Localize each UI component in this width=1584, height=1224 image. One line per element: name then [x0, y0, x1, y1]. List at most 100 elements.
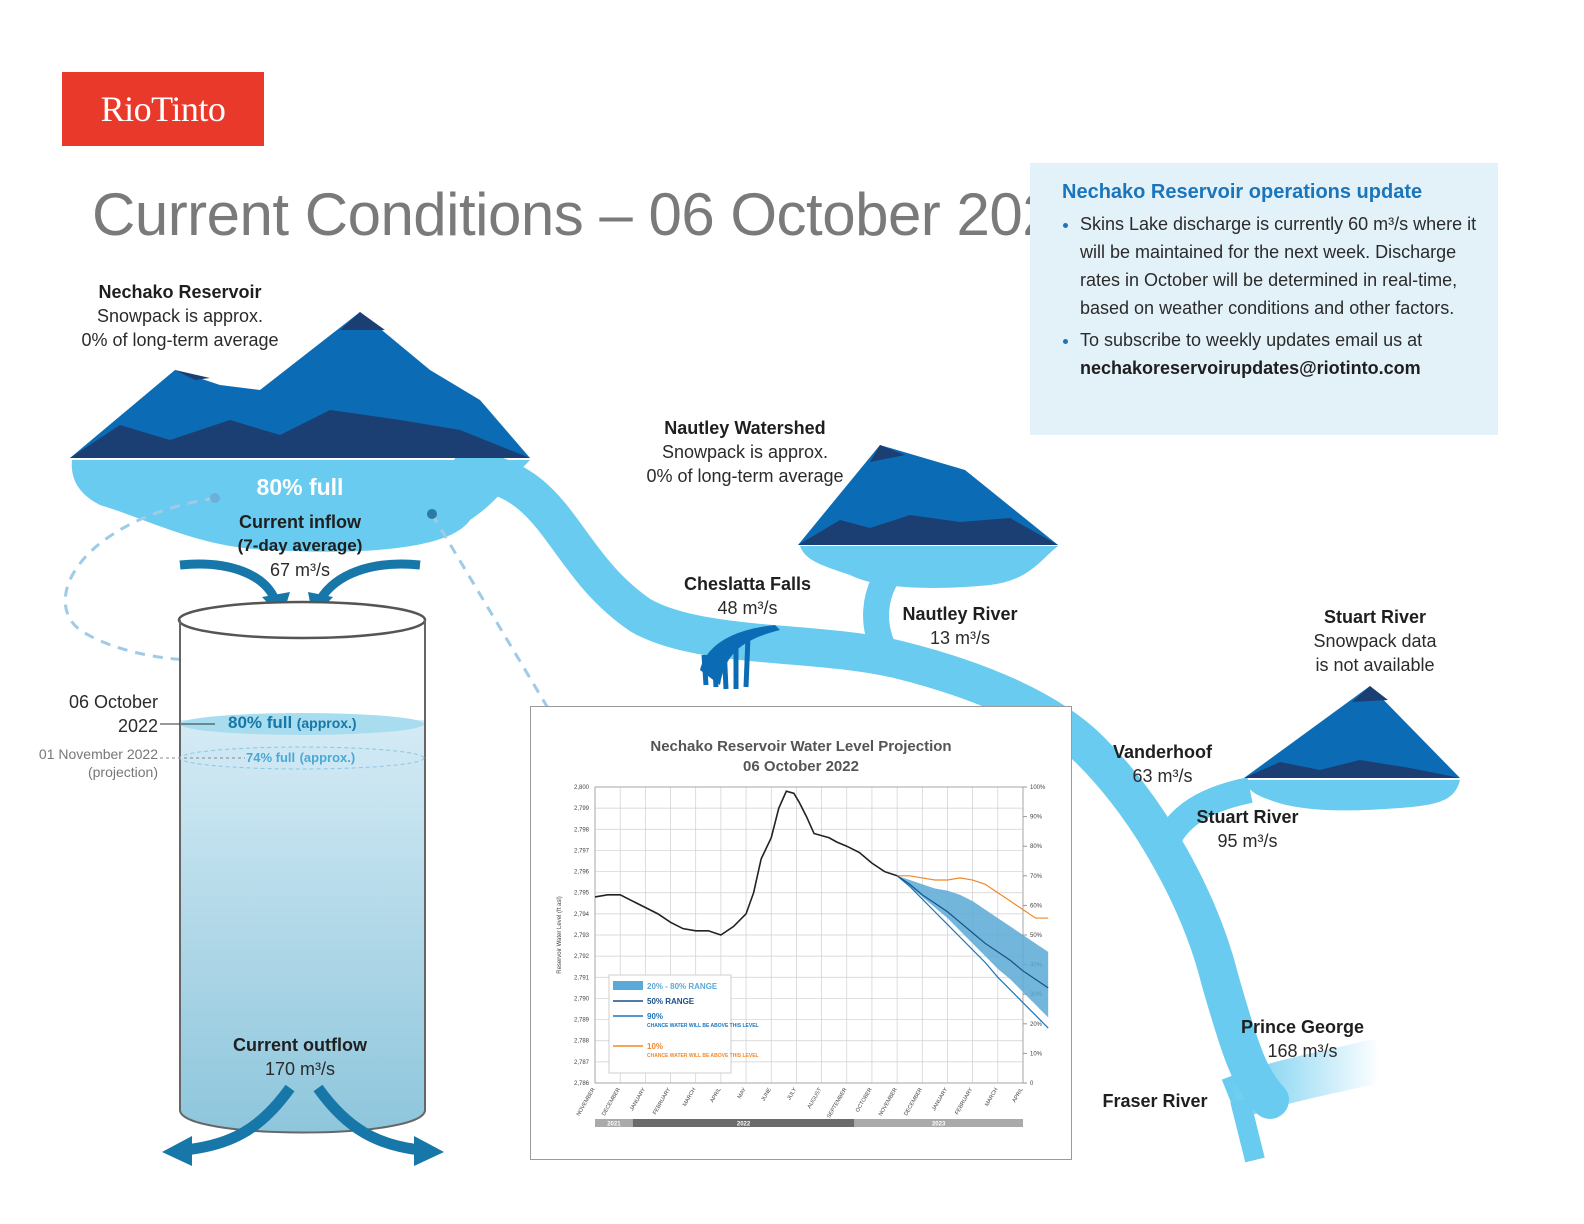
month-tick-label: JANUARY: [931, 1087, 949, 1112]
y-tick-label: 2,795: [574, 891, 590, 897]
series-50-percent: [896, 875, 1049, 989]
month-tick-label: FEBRUARY: [954, 1087, 974, 1116]
month-tick-label: DECEMBER: [903, 1087, 924, 1117]
y2-tick-label: 20%: [1030, 1022, 1043, 1028]
stuart-river-flow-label: Stuart River 95 m³/s: [1196, 807, 1299, 851]
y2-tick-label: 80%: [1030, 844, 1043, 850]
update-bullet-discharge: Skins Lake discharge is currently 60 m³/…: [1080, 210, 1478, 322]
y-tick-label: 2,796: [574, 870, 590, 876]
reservoir-tank: [177, 600, 427, 1134]
legend-median-label: 50% RANGE: [647, 997, 695, 1006]
month-tick-label: AUGUST: [807, 1086, 824, 1109]
year-label: 2021: [607, 1122, 621, 1128]
page-title: Current Conditions – 06 October 2022: [92, 181, 1088, 248]
water-level-chart: Nechako Reservoir Water Level Projection…: [530, 706, 1072, 1160]
inflow-arrow-right: [316, 559, 421, 603]
y2-tick-label: 10%: [1030, 1051, 1043, 1057]
stuart-mountain: [1244, 686, 1460, 778]
series-10-percent: [897, 875, 1049, 919]
legend-p10-label: 10%: [647, 1042, 663, 1051]
legend-range-swatch: [613, 981, 643, 990]
nautley-watershed-label: Nautley Watershed Snowpack is approx. 0%…: [646, 418, 844, 486]
year-bar-2021: [595, 1119, 633, 1127]
prince-george-tributary: [1221, 1038, 1386, 1121]
outflow-arrow-right: [313, 1084, 421, 1156]
update-bullet-subscribe: To subscribe to weekly updates email us …: [1080, 326, 1478, 382]
chart-title: Nechako Reservoir Water Level Projection…: [650, 738, 952, 775]
series-90-percent: [896, 875, 1049, 1029]
outflow-arrow-left: [184, 1084, 295, 1156]
y-tick-label: 2,798: [574, 827, 590, 833]
y-tick-label: 2,791: [574, 975, 590, 981]
month-tick-label: APRIL: [1012, 1087, 1025, 1104]
y-tick-label: 2,790: [574, 996, 590, 1002]
nautley-river-label: Nautley River 13 m³/s: [902, 604, 1018, 648]
year-bar-2022: [632, 1119, 855, 1127]
month-tick-label: JUNE: [761, 1087, 774, 1103]
legend-box: [608, 974, 732, 1074]
y2-tick-label: 100%: [1030, 785, 1046, 791]
current-outflow-label: Current outflow 170 m³/s: [233, 1035, 367, 1079]
nautley-lake: [800, 546, 1058, 588]
legend-p10-note: CHANCE WATER WILL BE ABOVE THIS LEVEL: [647, 1053, 759, 1059]
chart-canvas: 2,786 2,787 2,788 2,789 2,790 2,791 2,792 2,793…: [557, 785, 1049, 1128]
y-tick-label: 2,793: [574, 933, 590, 939]
subscribe-email-link[interactable]: nechakoreservoirupdates@riotinto.com: [1080, 358, 1421, 378]
month-tick-label: MAY: [737, 1087, 748, 1100]
y2-tick-label: 60%: [1030, 903, 1043, 909]
y2-tick-label: 70%: [1030, 874, 1043, 880]
month-tick-label: NOVEMBER: [878, 1087, 899, 1117]
y-tick-label: 2,786: [574, 1081, 590, 1087]
series-range-band: [897, 875, 1049, 1018]
prince-george-label: Prince George 168 m³/s: [1240, 1017, 1365, 1061]
cheslatta-falls-label: Cheslatta Falls 48 m³/s: [683, 574, 812, 618]
projection-level-label: 74% full (approx.): [246, 750, 356, 765]
y-axis-label: Reservoir Water Level (ft asl): [557, 896, 563, 973]
month-tick-label: MARCH: [682, 1087, 697, 1107]
reservoir-mountains: [70, 312, 530, 458]
stuart-river-snowpack-label: Stuart River Snowpack data is not availa…: [1313, 607, 1437, 675]
projection-date-label: 01 November 2022 (projection): [38, 746, 158, 780]
year-bar-2023: [854, 1119, 1023, 1127]
reservoir-full-label: 80% full: [256, 474, 344, 500]
month-tick-label: APRIL: [709, 1087, 722, 1104]
rio-tinto-logo: RioTinto: [62, 72, 264, 146]
update-heading: Nechako Reservoir operations update: [1062, 181, 1423, 203]
month-tick-label: OCTOBER: [855, 1087, 874, 1113]
series-observed: [594, 790, 898, 936]
cheslatta-falls-icon: [700, 625, 780, 690]
legend-p90-label: 90%: [647, 1012, 663, 1021]
stuart-river-branch: [1147, 777, 1253, 864]
operations-update-box: Nechako Reservoir operations update Skin…: [1030, 163, 1498, 435]
y-tick-label: 2,799: [574, 806, 590, 812]
connector-reservoir-tank: [63, 496, 216, 662]
vanderhoof-label: Vanderhoof 63 m³/s: [1112, 742, 1212, 786]
y-tick-label: 2,792: [574, 954, 590, 960]
y-tick-label: 2,788: [574, 1039, 590, 1045]
month-tick-label: SEPTEMBER: [826, 1087, 848, 1119]
month-tick-label: MARCH: [984, 1087, 999, 1107]
month-tick-label: JULY: [786, 1087, 798, 1102]
month-tick-label: JANUARY: [629, 1087, 647, 1112]
current-level-label: 80% full (approx.): [228, 713, 357, 732]
y2-tick-label: 90%: [1030, 815, 1043, 821]
year-label: 2022: [737, 1122, 751, 1128]
current-inflow-label: Current inflow (7-day average) 67 m³/s: [237, 512, 363, 580]
month-tick-label: DECEMBER: [601, 1087, 622, 1117]
y-tick-label: 2,797: [574, 848, 590, 854]
y-tick-label: 2,794: [574, 912, 590, 918]
y-tick-label: 2,787: [574, 1060, 590, 1066]
y-tick-label: 2,789: [574, 1018, 590, 1024]
nechako-reservoir-label: Nechako Reservoir Snowpack is approx. 0%…: [81, 282, 279, 350]
year-label: 2023: [932, 1122, 946, 1128]
y-tick-label: 2,800: [574, 785, 590, 791]
current-date-label: 06 October 2022: [68, 692, 158, 736]
stuart-lake: [1244, 780, 1460, 811]
legend-p90-note: CHANCE WATER WILL BE ABOVE THIS LEVEL: [647, 1023, 759, 1029]
fraser-river-label: Fraser River: [1102, 1091, 1208, 1111]
reservoir-lake: [71, 460, 530, 552]
month-tick-label: NOVEMBER: [576, 1087, 597, 1117]
fraser-river-tail: [1230, 1097, 1265, 1163]
nechako-river: [451, 451, 1289, 1119]
